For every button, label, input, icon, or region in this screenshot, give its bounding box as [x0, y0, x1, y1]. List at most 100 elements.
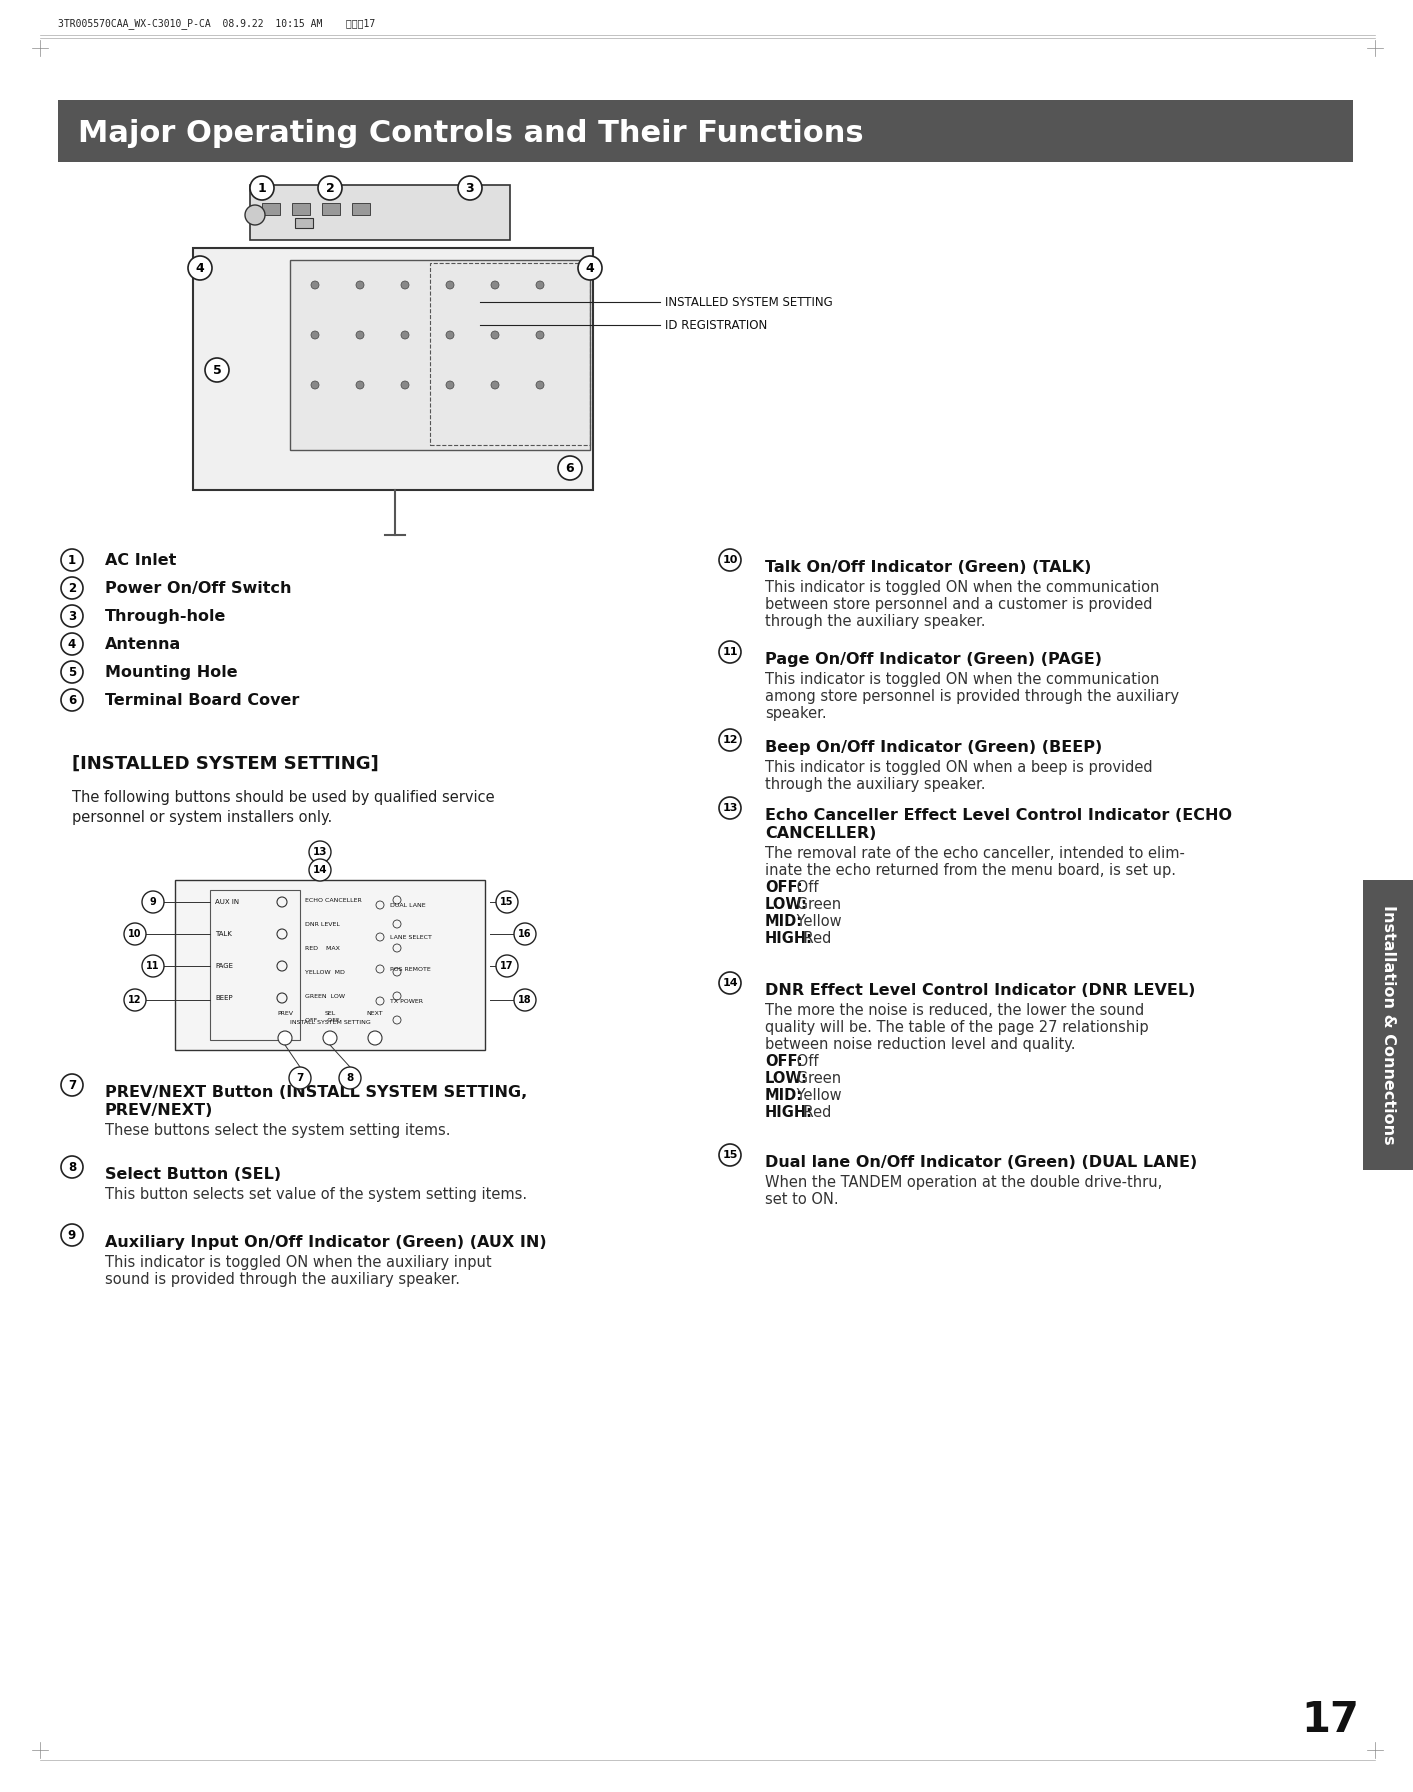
Text: 4: 4	[585, 262, 595, 274]
Text: AC Inlet: AC Inlet	[105, 552, 177, 568]
Text: PREV/NEXT Button (INSTALL SYSTEM SETTING,: PREV/NEXT Button (INSTALL SYSTEM SETTING…	[105, 1084, 527, 1100]
Bar	[292, 202, 309, 215]
Circle shape	[250, 176, 274, 201]
Bar	[322, 202, 341, 215]
Text: 2: 2	[68, 581, 76, 595]
Text: TALK: TALK	[215, 932, 232, 937]
Text: 6: 6	[565, 462, 574, 475]
Text: Page On/Off Indicator (Green) (PAGE): Page On/Off Indicator (Green) (PAGE)	[764, 652, 1102, 667]
Text: 16: 16	[519, 928, 531, 939]
Text: DUAL LANE: DUAL LANE	[390, 903, 425, 907]
Text: POS REMOTE: POS REMOTE	[390, 966, 431, 971]
Circle shape	[578, 256, 602, 280]
Text: 13: 13	[312, 848, 328, 857]
Circle shape	[324, 1030, 336, 1045]
Circle shape	[719, 642, 740, 663]
Bar	[211, 891, 300, 1039]
Circle shape	[141, 955, 164, 977]
Circle shape	[61, 577, 83, 599]
Circle shape	[719, 971, 740, 995]
Text: 3: 3	[68, 609, 76, 622]
Circle shape	[290, 1066, 311, 1090]
Text: This indicator is toggled ON when a beep is provided: This indicator is toggled ON when a beep…	[764, 760, 1153, 774]
Text: 10: 10	[129, 928, 141, 939]
Bar	[290, 260, 591, 450]
Bar	[352, 202, 370, 215]
Bar	[58, 100, 1354, 161]
Bar	[250, 185, 510, 240]
Circle shape	[61, 1224, 83, 1245]
Text: GREEN  LOW: GREEN LOW	[305, 993, 345, 998]
Text: This indicator is toggled ON when the communication: This indicator is toggled ON when the co…	[764, 672, 1160, 686]
Text: Beep On/Off Indicator (Green) (BEEP): Beep On/Off Indicator (Green) (BEEP)	[764, 740, 1102, 754]
Bar	[194, 247, 593, 489]
Text: through the auxiliary speaker.: through the auxiliary speaker.	[764, 615, 985, 629]
Circle shape	[719, 729, 740, 751]
Text: 13: 13	[722, 803, 738, 814]
Circle shape	[536, 281, 544, 289]
Text: MID:: MID:	[764, 1088, 803, 1104]
Circle shape	[401, 332, 408, 339]
Text: 8: 8	[68, 1161, 76, 1174]
Circle shape	[339, 1066, 360, 1090]
Circle shape	[318, 176, 342, 201]
Circle shape	[514, 923, 536, 944]
Text: DNR LEVEL: DNR LEVEL	[305, 921, 341, 926]
Text: This button selects set value of the system setting items.: This button selects set value of the sys…	[105, 1186, 527, 1202]
Text: SEL: SEL	[325, 1011, 336, 1016]
Circle shape	[536, 382, 544, 389]
Text: PAGE: PAGE	[215, 962, 233, 969]
Circle shape	[401, 382, 408, 389]
Circle shape	[309, 858, 331, 882]
Circle shape	[61, 1156, 83, 1177]
Bar	[295, 219, 314, 228]
Text: 9: 9	[150, 898, 157, 907]
Text: PREV: PREV	[277, 1011, 292, 1016]
Bar	[261, 202, 280, 215]
Text: This indicator is toggled ON when the auxiliary input: This indicator is toggled ON when the au…	[105, 1254, 492, 1271]
Text: LANE SELECT: LANE SELECT	[390, 934, 432, 939]
Circle shape	[719, 548, 740, 572]
Circle shape	[558, 455, 582, 480]
Text: 18: 18	[519, 995, 531, 1005]
Circle shape	[356, 382, 365, 389]
Text: 11: 11	[147, 961, 160, 971]
Text: [INSTALLED SYSTEM SETTING]: [INSTALLED SYSTEM SETTING]	[72, 754, 379, 772]
Circle shape	[61, 633, 83, 656]
Text: Off: Off	[793, 1054, 818, 1070]
Circle shape	[719, 1143, 740, 1167]
Text: 2: 2	[325, 181, 335, 195]
Circle shape	[719, 797, 740, 819]
Circle shape	[447, 281, 454, 289]
Text: Echo Canceller Effect Level Control Indicator (ECHO: Echo Canceller Effect Level Control Indi…	[764, 808, 1232, 823]
Text: set to ON.: set to ON.	[764, 1192, 839, 1208]
Text: AUX IN: AUX IN	[215, 900, 239, 905]
Text: HIGH:: HIGH:	[764, 932, 812, 946]
Text: MID:: MID:	[764, 914, 803, 928]
Text: sound is provided through the auxiliary speaker.: sound is provided through the auxiliary …	[105, 1272, 461, 1287]
Text: The removal rate of the echo canceller, intended to elim-: The removal rate of the echo canceller, …	[764, 846, 1186, 860]
Text: Auxiliary Input On/Off Indicator (Green) (AUX IN): Auxiliary Input On/Off Indicator (Green)…	[105, 1235, 547, 1251]
Circle shape	[278, 1030, 292, 1045]
Text: YELLOW  MD: YELLOW MD	[305, 969, 345, 975]
Bar	[1364, 880, 1413, 1170]
Bar	[430, 263, 591, 444]
Circle shape	[496, 891, 519, 912]
Text: DNR Effect Level Control Indicator (DNR LEVEL): DNR Effect Level Control Indicator (DNR …	[764, 984, 1195, 998]
Text: 5: 5	[68, 665, 76, 679]
Text: Power On/Off Switch: Power On/Off Switch	[105, 581, 291, 595]
Text: 4: 4	[195, 262, 205, 274]
Text: Green: Green	[793, 898, 841, 912]
Text: Through-hole: Through-hole	[105, 609, 226, 624]
Text: LOW:: LOW:	[764, 898, 808, 912]
Circle shape	[458, 176, 482, 201]
Circle shape	[61, 1073, 83, 1097]
Circle shape	[536, 332, 544, 339]
Text: between store personnel and a customer is provided: between store personnel and a customer i…	[764, 597, 1153, 613]
Circle shape	[490, 281, 499, 289]
Text: 9: 9	[68, 1229, 76, 1242]
Text: Mounting Hole: Mounting Hole	[105, 665, 237, 679]
Text: Terminal Board Cover: Terminal Board Cover	[105, 692, 300, 708]
Circle shape	[367, 1030, 382, 1045]
Text: 14: 14	[312, 866, 328, 874]
